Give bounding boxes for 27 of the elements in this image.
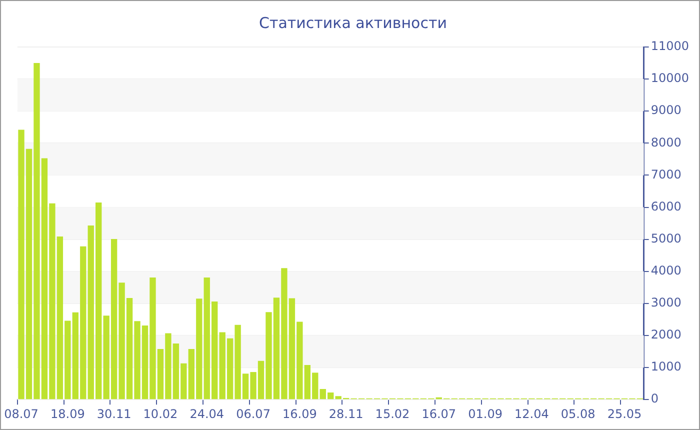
y-tick-label: 0 <box>650 392 658 406</box>
x-tick-label: 12.04 <box>514 406 549 421</box>
y-tick-label: 9000 <box>650 103 682 118</box>
x-tick-label: 24.04 <box>190 406 224 421</box>
x-tick-label: 16.07 <box>422 406 456 421</box>
x-tick-label: 06.07 <box>236 406 270 421</box>
x-tick-label: 16.09 <box>282 406 317 421</box>
x-tick-label: 05.08 <box>560 406 596 421</box>
x-tick-label: 15.02 <box>375 406 410 421</box>
chart-title: Статистика активности <box>259 14 447 32</box>
x-tick-label: 28.11 <box>328 406 364 421</box>
y-tick-label: 10000 <box>650 71 690 86</box>
y-tick-label: 11000 <box>650 39 690 54</box>
x-tick-label: 01.09 <box>468 406 502 421</box>
x-tick-label: 30.11 <box>96 406 132 421</box>
y-tick-label: 1000 <box>650 360 682 374</box>
y-tick-label: 2000 <box>650 328 682 342</box>
x-tick-label: 18.09 <box>50 406 85 421</box>
x-tick-label: 10.02 <box>143 406 178 421</box>
y-tick-label: 6000 <box>650 199 682 214</box>
y-tick-label: 8000 <box>650 135 682 150</box>
y-tick-label: 5000 <box>650 231 682 246</box>
y-tick-label: 4000 <box>650 264 682 278</box>
y-tick-label: 3000 <box>650 296 682 310</box>
y-tick-label: 7000 <box>650 167 682 182</box>
x-tick-label: 25.05 <box>607 406 642 421</box>
x-tick-label: 08.07 <box>4 406 38 421</box>
